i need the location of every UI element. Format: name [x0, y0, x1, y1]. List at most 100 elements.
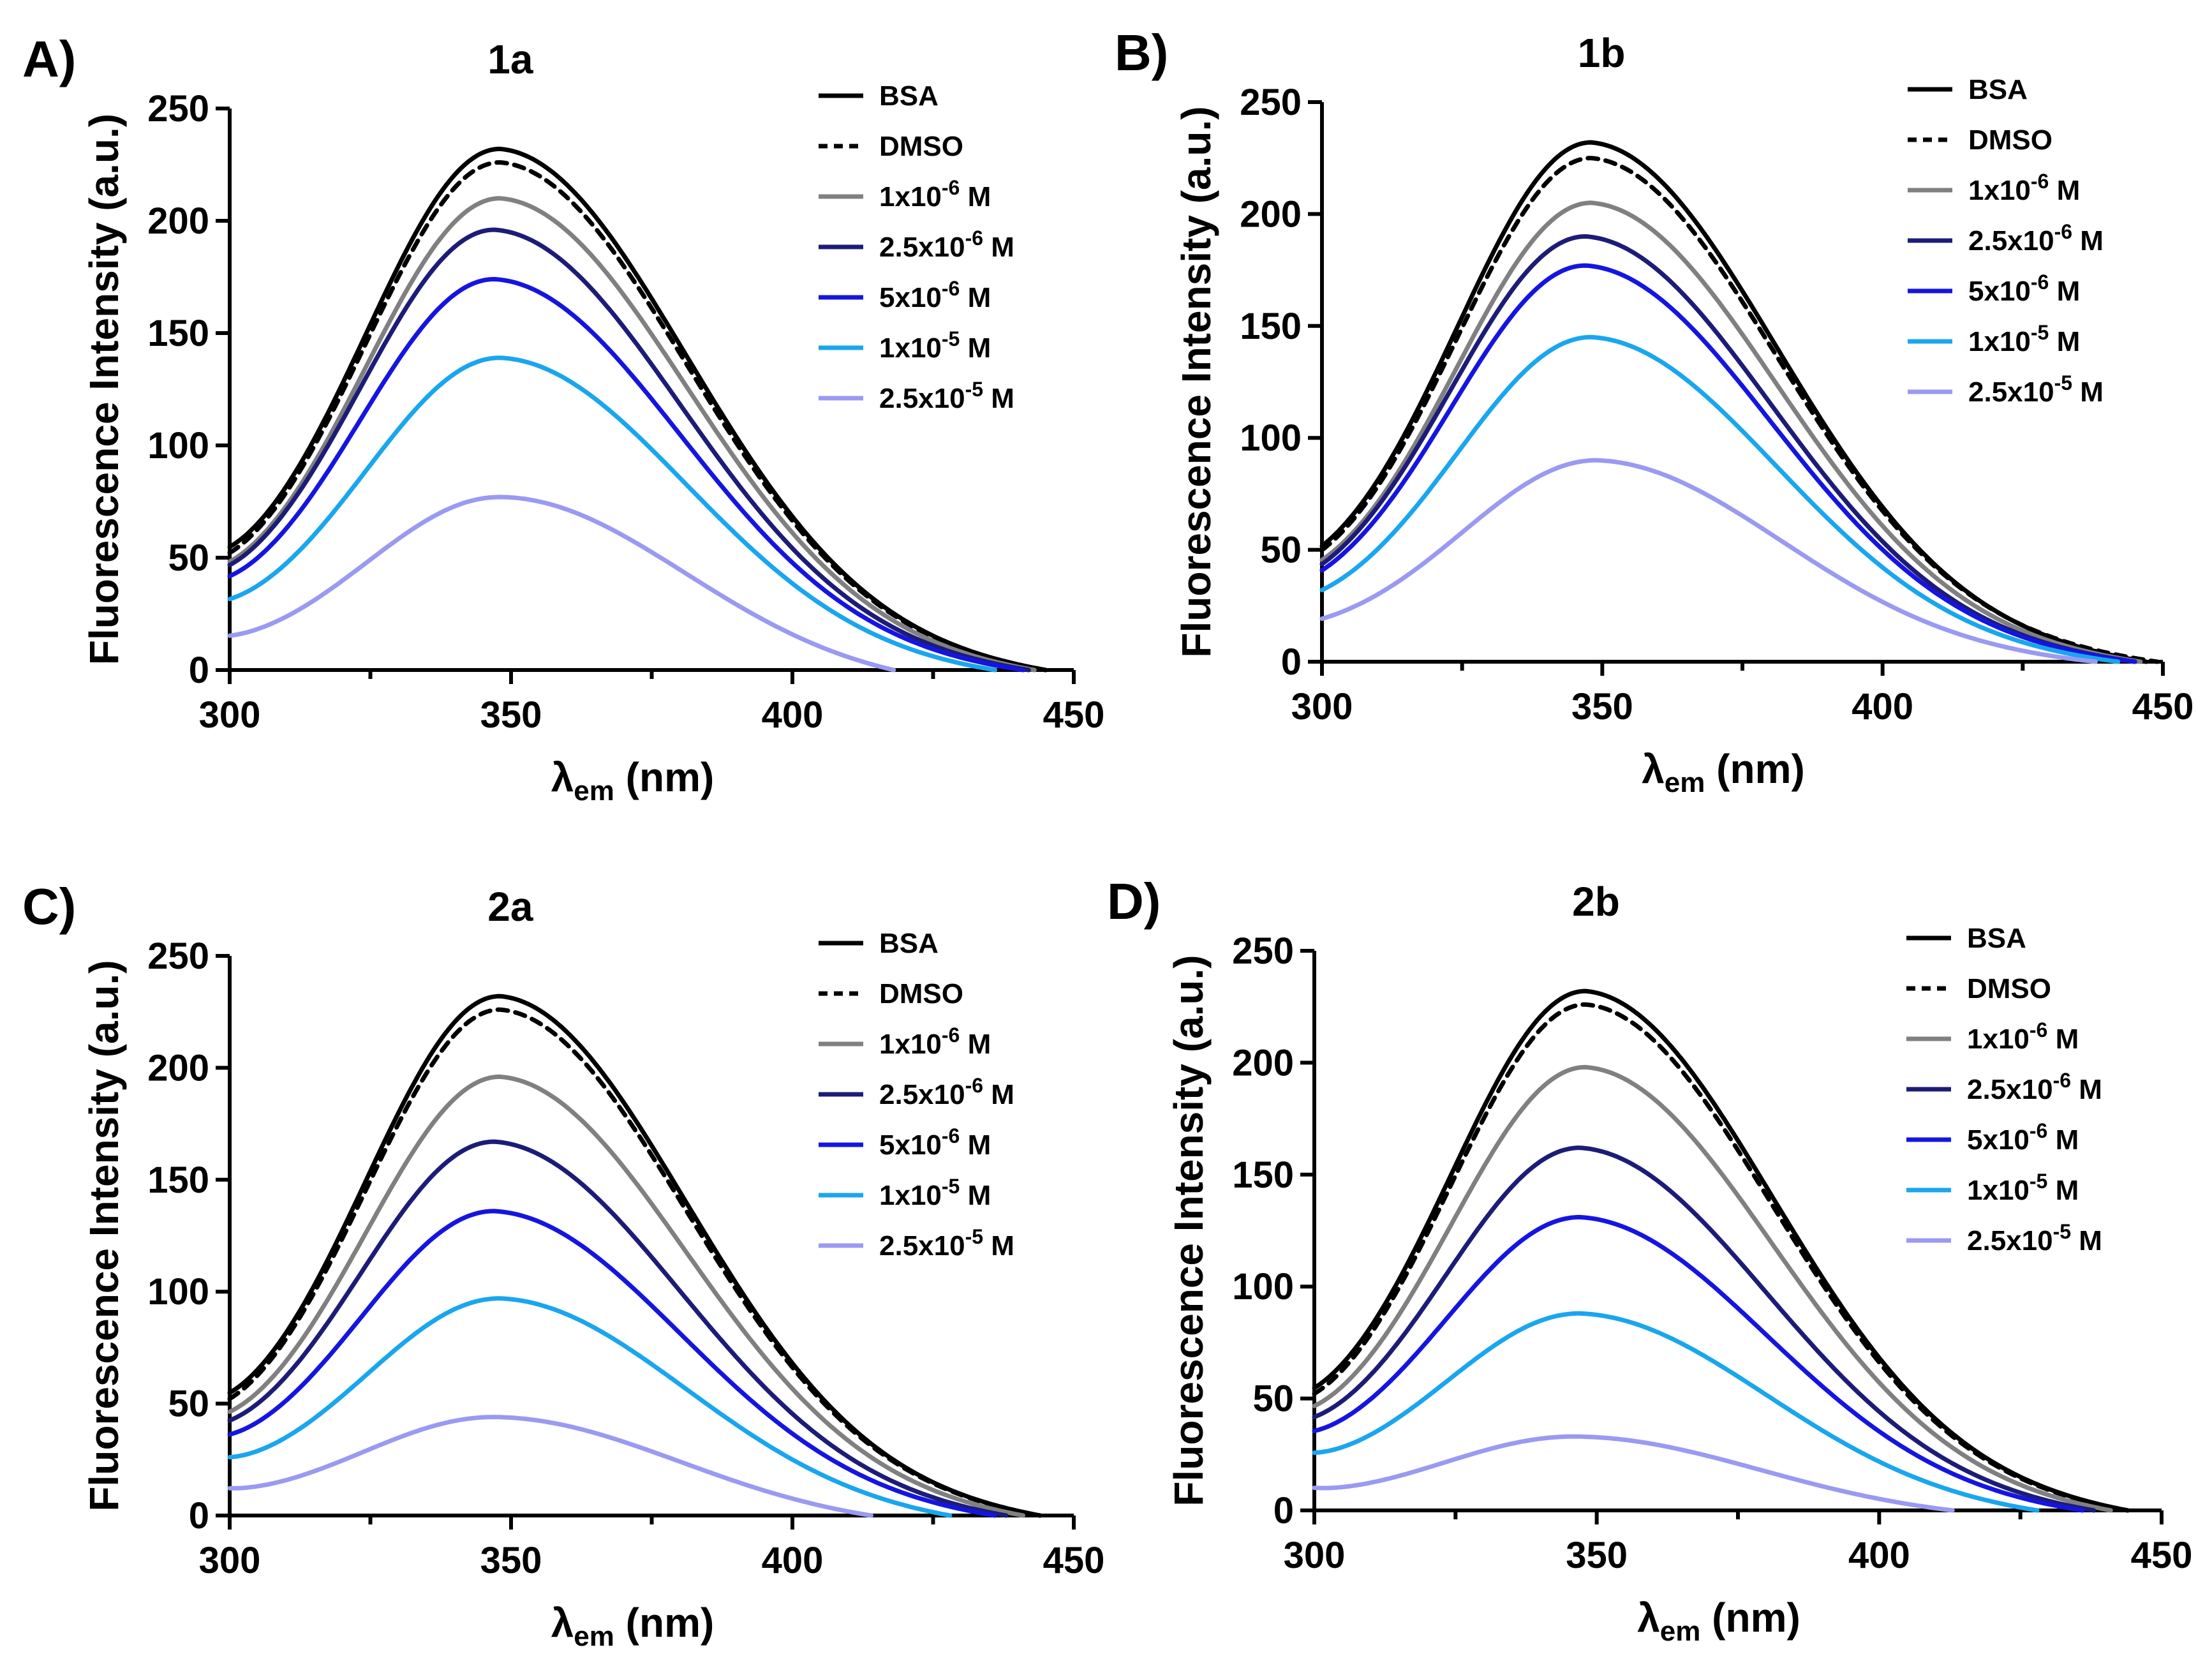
y-tick-label: 150: [147, 313, 209, 354]
legend-entry-exponent: -6: [2030, 1018, 2047, 1041]
series-line-5: [1312, 1311, 2040, 1513]
legend-entry-exponent: -5: [965, 1225, 983, 1248]
series-line-4: [1319, 263, 2137, 664]
legend-entry-unit: M: [983, 383, 1014, 414]
legend-entry-unit: M: [960, 282, 991, 313]
legend-entry-base: 2.5x10: [879, 383, 965, 414]
y-tick-label: 50: [168, 537, 209, 579]
legend-entry-exponent: -5: [942, 327, 960, 350]
y-tick-label: 100: [147, 425, 209, 466]
legend-entry: 1x10-6 M: [1968, 170, 2080, 206]
legend-entry-unit: M: [2072, 376, 2104, 408]
legend-entry-base: DMSO: [1967, 973, 2051, 1004]
legend-entry-base: 1x10: [879, 332, 942, 364]
legend-entry-unit: M: [960, 1180, 991, 1211]
x-tick-label: 300: [1291, 686, 1353, 727]
panel-letter: D): [1107, 873, 1161, 930]
series-line-5: [227, 1296, 953, 1518]
y-axis-title: Fluorescence Intensity (a.u.): [1166, 955, 1212, 1506]
legend-entry-exponent: -5: [2053, 1220, 2071, 1243]
x-tick-label: 400: [1848, 1535, 1910, 1576]
x-tick-label: 350: [480, 694, 542, 736]
legend-entry-unit: M: [960, 1029, 991, 1060]
legend-entry-unit: M: [2049, 276, 2080, 307]
x-axis-title: λem (nm): [1642, 746, 1805, 798]
legend-entry-unit: M: [983, 1230, 1014, 1262]
series-line-5: [227, 355, 997, 673]
x-axis-title: λem (nm): [551, 1600, 715, 1652]
legend-entry: DMSO: [1967, 973, 2051, 1004]
y-tick-label: 250: [147, 88, 209, 130]
x-tick-label: 300: [199, 1540, 261, 1581]
series-line-4: [227, 1209, 997, 1518]
y-tick-label: 50: [1260, 530, 1302, 571]
legend-entry-base: 2.5x10: [1967, 1074, 2053, 1105]
x-axis-title-subscript: em: [1660, 1616, 1701, 1647]
legend-entry: DMSO: [879, 978, 963, 1009]
legend-entry-unit: M: [960, 332, 991, 364]
legend-entry-base: 1x10: [1968, 326, 2031, 357]
legend-entry: 1x10-6 M: [879, 1024, 991, 1060]
x-axis-title: λem (nm): [1637, 1595, 1800, 1647]
legend-entry: DMSO: [1968, 124, 2052, 156]
series-line-1: [227, 160, 1048, 673]
legend-entry: 5x10-6 M: [1967, 1119, 2079, 1156]
legend-entry-unit: M: [983, 1079, 1014, 1110]
series-line-1: [227, 1007, 1043, 1518]
legend-entry-exponent: -6: [965, 1074, 983, 1097]
y-tick-label: 200: [1240, 193, 1302, 235]
legend-entry-exponent: -5: [942, 1175, 960, 1198]
x-axis-title-subscript: em: [574, 1621, 614, 1652]
chart-panel-1b: B) 1b 0 50 100 150 200 250 300 350 400 450 Fluoresce…: [1115, 24, 2193, 798]
y-tick-label: 250: [147, 935, 209, 977]
legend-entry-base: 5x10: [1968, 276, 2031, 307]
legend-entry-unit: M: [2072, 225, 2104, 257]
series-line-4: [227, 277, 1026, 673]
legend-entry: 2.5x10-6 M: [879, 1074, 1014, 1110]
y-tick-label: 150: [147, 1159, 209, 1201]
panel-letter: B): [1115, 24, 1168, 81]
legend-entry-exponent: -6: [942, 277, 960, 300]
x-tick-label: 400: [762, 694, 824, 736]
legend-entry-exponent: -6: [942, 176, 960, 199]
y-axis-title: Fluorescence Intensity (a.u.): [81, 114, 127, 665]
x-axis-title-symbol: λ: [551, 1600, 574, 1646]
legend-entry-exponent: -6: [942, 1024, 960, 1047]
x-tick-label: 450: [2131, 1535, 2193, 1576]
legend-entry-base: 2.5x10: [1968, 376, 2054, 408]
legend-entry-base: 2.5x10: [879, 1079, 965, 1110]
legend-entry: 2.5x10-6 M: [1967, 1069, 2102, 1105]
legend-entry: 1x10-5 M: [1968, 321, 2080, 357]
legend-entry-base: 1x10: [879, 1029, 942, 1060]
series-line-3: [227, 227, 1031, 673]
series-line-3: [227, 1139, 1009, 1518]
legend-entry: BSA: [879, 928, 939, 959]
legend-entry-exponent: -6: [2031, 170, 2049, 193]
y-tick-label: 200: [147, 200, 209, 242]
legend-entry-unit: M: [960, 181, 991, 212]
legend-entry: 1x10-5 M: [879, 327, 991, 364]
legend-entry-unit: M: [2047, 1124, 2079, 1156]
series-line-6: [227, 495, 896, 673]
panel-letter: C): [22, 878, 76, 935]
legend-entry-base: 2.5x10: [879, 1230, 965, 1262]
y-axis-title: Fluorescence Intensity (a.u.): [1173, 106, 1219, 657]
chart-panel-1a: A) 1a 0 50 100 150 200 250 300 350 400 450 Fluoresce…: [22, 31, 1104, 807]
y-tick-label: 100: [147, 1271, 209, 1313]
x-tick-label: 400: [1852, 686, 1913, 727]
series-line-6: [1312, 1434, 1955, 1513]
y-tick-label: 0: [189, 650, 209, 691]
legend-entry-unit: M: [2049, 326, 2080, 357]
legend-entry-base: 1x10: [1967, 1024, 2030, 1055]
legend-entry-base: BSA: [879, 80, 939, 112]
legend-entry-unit: M: [2047, 1024, 2079, 1055]
series-line-1: [1319, 156, 2160, 664]
legend-entry-unit: M: [2049, 175, 2080, 206]
series-line-3: [1312, 1145, 2097, 1513]
series-line-2: [227, 196, 1037, 673]
x-axis-title-symbol: λ: [1642, 746, 1665, 792]
x-axis-title-unit: (nm): [1700, 1595, 1800, 1641]
legend-entry: 2.5x10-5 M: [879, 378, 1014, 414]
legend-entry-unit: M: [2047, 1175, 2079, 1206]
chart-panel-2b: D) 2b 0 50 100 150 200 250 300 350 400 450 Fluoresce…: [1107, 873, 2192, 1647]
